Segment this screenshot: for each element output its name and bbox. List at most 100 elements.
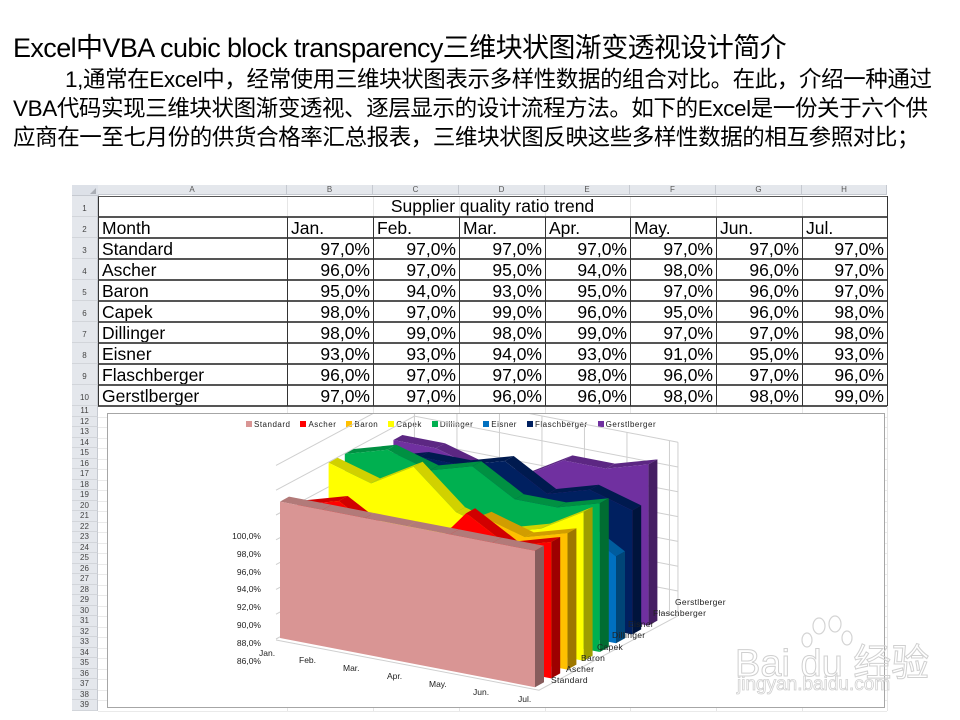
- row-header-21[interactable]: 21: [72, 511, 98, 522]
- ratio-cell[interactable]: 97,0%: [749, 365, 799, 385]
- ratio-cell[interactable]: 97,0%: [663, 281, 713, 301]
- ratio-cell[interactable]: 97,0%: [749, 323, 799, 343]
- ratio-cell[interactable]: 96,0%: [749, 281, 799, 301]
- row-header-25[interactable]: 25: [72, 553, 98, 564]
- row-header-18[interactable]: 18: [72, 479, 98, 490]
- row-header-17[interactable]: 17: [72, 469, 98, 480]
- header-cell-mar[interactable]: Mar.: [463, 218, 498, 238]
- ratio-cell[interactable]: 99,0%: [492, 302, 542, 322]
- header-cell-jan[interactable]: Jan.: [291, 218, 325, 238]
- row-header-2[interactable]: 2: [72, 217, 98, 238]
- ratio-cell[interactable]: 97,0%: [834, 281, 884, 301]
- ratio-cell[interactable]: 97,0%: [663, 239, 713, 259]
- ratio-cell[interactable]: 97,0%: [492, 365, 542, 385]
- header-cell-may[interactable]: May.: [634, 218, 671, 238]
- row-header-32[interactable]: 32: [72, 626, 98, 637]
- ratio-cell[interactable]: 95,0%: [749, 344, 799, 364]
- column-header-a[interactable]: A: [98, 185, 287, 195]
- select-all-corner[interactable]: [72, 185, 99, 196]
- column-header-g[interactable]: G: [716, 185, 802, 195]
- ratio-cell[interactable]: 93,0%: [577, 344, 627, 364]
- ratio-cell[interactable]: 98,0%: [834, 302, 884, 322]
- ratio-cell[interactable]: 97,0%: [406, 260, 456, 280]
- row-header-13[interactable]: 13: [72, 427, 98, 438]
- header-cell-jul[interactable]: Jul.: [806, 218, 834, 238]
- column-header-d[interactable]: D: [459, 185, 545, 195]
- column-header-e[interactable]: E: [545, 185, 630, 195]
- row-header-33[interactable]: 33: [72, 637, 98, 648]
- ratio-cell[interactable]: 96,0%: [577, 386, 627, 406]
- row-header-22[interactable]: 22: [72, 521, 98, 532]
- row-header-3[interactable]: 3: [72, 238, 98, 259]
- legend-item-flaschberger[interactable]: Flaschberger: [526, 420, 588, 429]
- row-header-14[interactable]: 14: [72, 437, 98, 448]
- row-header-5[interactable]: 5: [72, 280, 98, 301]
- ratio-cell[interactable]: 99,0%: [406, 323, 456, 343]
- row-header-29[interactable]: 29: [72, 595, 98, 606]
- table-title-cell[interactable]: Supplier quality ratio trend: [390, 196, 595, 216]
- ratio-cell[interactable]: 94,0%: [406, 281, 456, 301]
- row-header-11[interactable]: 11: [72, 406, 98, 417]
- ratio-cell[interactable]: 96,0%: [834, 365, 884, 385]
- ratio-cell[interactable]: 95,0%: [492, 260, 542, 280]
- ratio-cell[interactable]: 94,0%: [492, 344, 542, 364]
- ratio-cell[interactable]: 98,0%: [492, 323, 542, 343]
- column-header-b[interactable]: B: [287, 185, 373, 195]
- header-cell-month[interactable]: Month: [102, 218, 151, 238]
- ratio-cell[interactable]: 97,0%: [492, 239, 542, 259]
- row-header-28[interactable]: 28: [72, 584, 98, 595]
- column-header-h[interactable]: H: [802, 185, 887, 195]
- legend-item-gerstlberger[interactable]: Gerstlberger: [597, 420, 656, 429]
- row-header-4[interactable]: 4: [72, 259, 98, 280]
- ratio-cell[interactable]: 96,0%: [320, 365, 370, 385]
- row-header-26[interactable]: 26: [72, 563, 98, 574]
- supplier-name-cell[interactable]: Ascher: [102, 260, 157, 280]
- supplier-name-cell[interactable]: Baron: [102, 281, 149, 301]
- ratio-cell[interactable]: 97,0%: [749, 239, 799, 259]
- ratio-cell[interactable]: 97,0%: [406, 365, 456, 385]
- supplier-name-cell[interactable]: Flaschberger: [102, 365, 205, 385]
- ratio-cell[interactable]: 96,0%: [492, 386, 542, 406]
- header-cell-jun[interactable]: Jun.: [720, 218, 754, 238]
- ratio-cell[interactable]: 95,0%: [577, 281, 627, 301]
- ratio-cell[interactable]: 91,0%: [663, 344, 713, 364]
- row-header-31[interactable]: 31: [72, 616, 98, 627]
- row-header-9[interactable]: 9: [72, 364, 98, 385]
- ratio-cell[interactable]: 96,0%: [749, 260, 799, 280]
- header-cell-feb[interactable]: Feb.: [377, 218, 413, 238]
- legend-item-baron[interactable]: Baron: [346, 420, 378, 429]
- row-header-16[interactable]: 16: [72, 458, 98, 469]
- row-header-38[interactable]: 38: [72, 689, 98, 700]
- ratio-cell[interactable]: 96,0%: [320, 260, 370, 280]
- ratio-cell[interactable]: 97,0%: [834, 260, 884, 280]
- ratio-cell[interactable]: 97,0%: [663, 323, 713, 343]
- ratio-cell[interactable]: 97,0%: [406, 302, 456, 322]
- supplier-name-cell[interactable]: Dillinger: [102, 323, 166, 343]
- ratio-cell[interactable]: 97,0%: [577, 239, 627, 259]
- ratio-cell[interactable]: 93,0%: [492, 281, 542, 301]
- row-header-1[interactable]: 1: [72, 196, 98, 217]
- legend-item-eisner[interactable]: Eisner: [483, 420, 517, 429]
- row-header-20[interactable]: 20: [72, 500, 98, 511]
- row-header-35[interactable]: 35: [72, 658, 98, 669]
- ratio-cell[interactable]: 97,0%: [406, 386, 456, 406]
- legend-item-capek[interactable]: Capek: [388, 420, 422, 429]
- row-header-23[interactable]: 23: [72, 532, 98, 543]
- supplier-name-cell[interactable]: Capek: [102, 302, 153, 322]
- ratio-cell[interactable]: 98,0%: [834, 323, 884, 343]
- 3d-area-chart[interactable]: Standard Ascher Baron Capek Dillinger Eisner F…: [107, 413, 885, 708]
- ratio-cell[interactable]: 93,0%: [320, 344, 370, 364]
- ratio-cell[interactable]: 99,0%: [577, 323, 627, 343]
- ratio-cell[interactable]: 98,0%: [663, 260, 713, 280]
- ratio-cell[interactable]: 96,0%: [663, 365, 713, 385]
- row-header-8[interactable]: 8: [72, 343, 98, 364]
- row-header-34[interactable]: 34: [72, 647, 98, 658]
- supplier-name-cell[interactable]: Gerstlberger: [102, 386, 200, 406]
- row-header-10[interactable]: 10: [72, 385, 98, 406]
- ratio-cell[interactable]: 95,0%: [320, 281, 370, 301]
- ratio-cell[interactable]: 95,0%: [663, 302, 713, 322]
- ratio-cell[interactable]: 99,0%: [834, 386, 884, 406]
- supplier-name-cell[interactable]: Standard: [102, 239, 174, 259]
- ratio-cell[interactable]: 98,0%: [320, 302, 370, 322]
- ratio-cell[interactable]: 98,0%: [577, 365, 627, 385]
